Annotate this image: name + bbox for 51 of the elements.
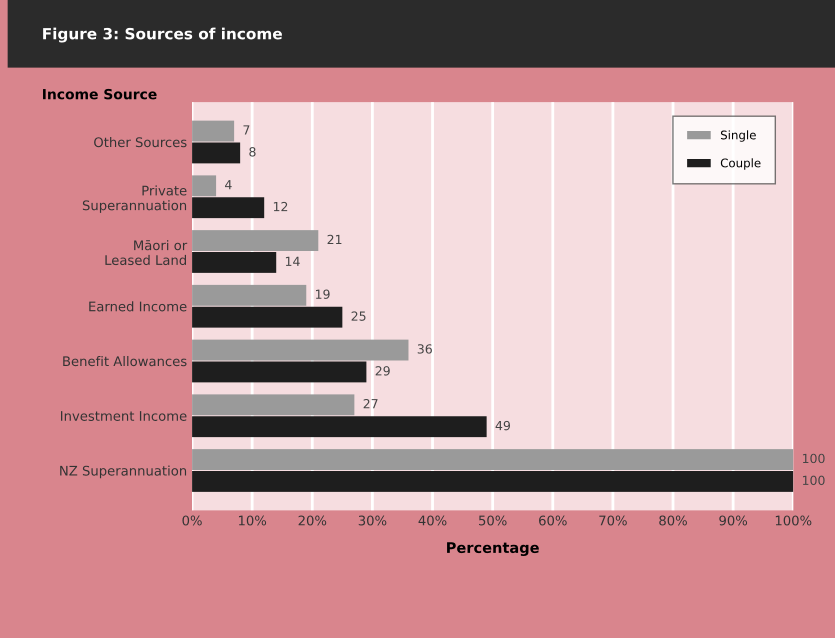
x-tick-label: 80%	[659, 515, 687, 526]
data-label: 8	[249, 147, 256, 157]
data-label: 14	[286, 256, 300, 266]
data-label: 27	[364, 398, 378, 408]
bar	[192, 340, 408, 360]
bar	[192, 142, 240, 164]
y-tick-label: NZ Superannuation	[60, 465, 186, 478]
x-axis-title: Percentage	[447, 542, 539, 556]
bar	[192, 230, 318, 251]
x-tick-label: 40%	[418, 515, 446, 526]
bar	[192, 362, 366, 382]
data-label: 49	[496, 420, 510, 430]
y-tick-label: Earned Income	[89, 301, 186, 312]
x-tick-label: 90%	[719, 515, 748, 526]
legend-label: Single	[720, 130, 756, 142]
bar	[192, 416, 487, 438]
y-axis-title: Income Source	[43, 88, 157, 100]
data-label: 19	[316, 289, 330, 299]
x-tick-label: 50%	[479, 515, 507, 526]
y-tick-label: Investment Income	[61, 411, 186, 421]
data-label: 4	[225, 180, 232, 190]
x-tick-label: 20%	[298, 515, 326, 526]
y-tick-label: Benefit Allowances	[63, 356, 187, 366]
data-label: 100	[802, 454, 825, 464]
y-tick-label: Other Sources	[94, 136, 187, 148]
x-tick-label: 10%	[238, 515, 266, 526]
data-label: 100	[802, 476, 825, 486]
bar	[192, 252, 276, 273]
bar	[192, 175, 216, 196]
bar	[192, 471, 794, 492]
bar	[192, 120, 234, 142]
y-tick-label: Private Superannuation	[82, 185, 186, 213]
y-tick-label: Māori or Leased Land	[105, 240, 188, 266]
legend-label: Couple	[720, 158, 761, 170]
data-label: 25	[352, 311, 366, 321]
x-tick-label: 0%	[182, 515, 202, 526]
data-label: 21	[328, 234, 342, 244]
data-label: 36	[418, 344, 432, 354]
x-tick-label: 100%	[776, 515, 812, 526]
bar	[192, 197, 264, 218]
data-label: 29	[376, 366, 390, 376]
bar	[192, 394, 354, 416]
bar	[192, 449, 794, 470]
bar	[192, 306, 342, 328]
x-tick-label: 70%	[599, 515, 627, 526]
chart-title: Figure 3: Sources of income	[43, 28, 282, 43]
x-tick-label: 30%	[358, 515, 386, 526]
data-label: 12	[274, 202, 288, 212]
x-tick-label: 60%	[539, 515, 567, 526]
data-label: 7	[243, 125, 250, 134]
bar	[192, 284, 306, 306]
